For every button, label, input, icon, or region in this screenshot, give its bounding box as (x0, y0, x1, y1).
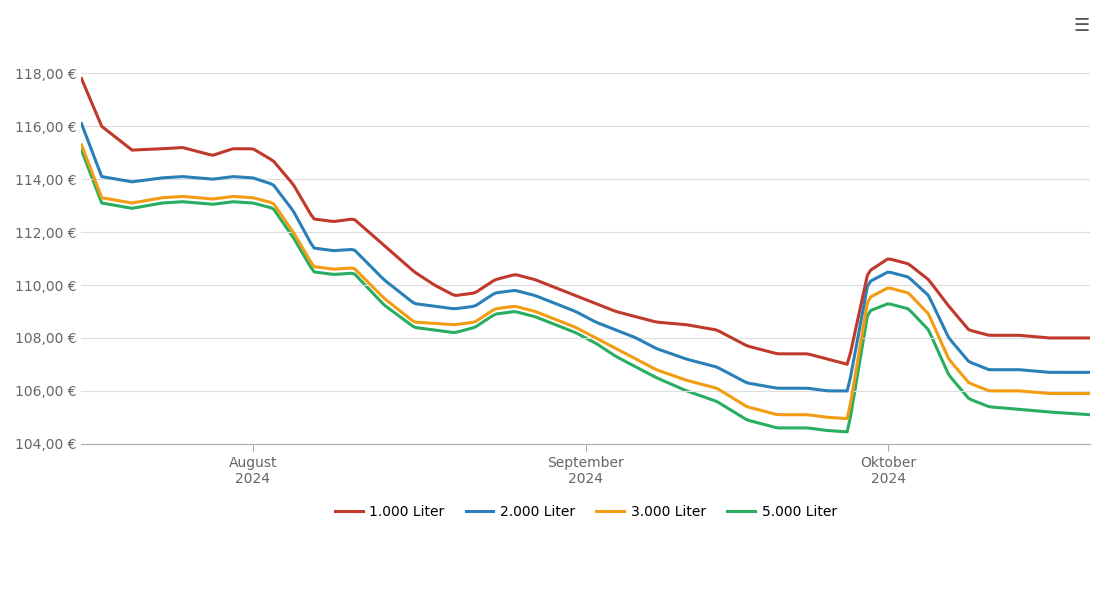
Text: ☰: ☰ (1074, 17, 1090, 35)
Legend: 1.000 Liter, 2.000 Liter, 3.000 Liter, 5.000 Liter: 1.000 Liter, 2.000 Liter, 3.000 Liter, 5… (329, 499, 842, 524)
